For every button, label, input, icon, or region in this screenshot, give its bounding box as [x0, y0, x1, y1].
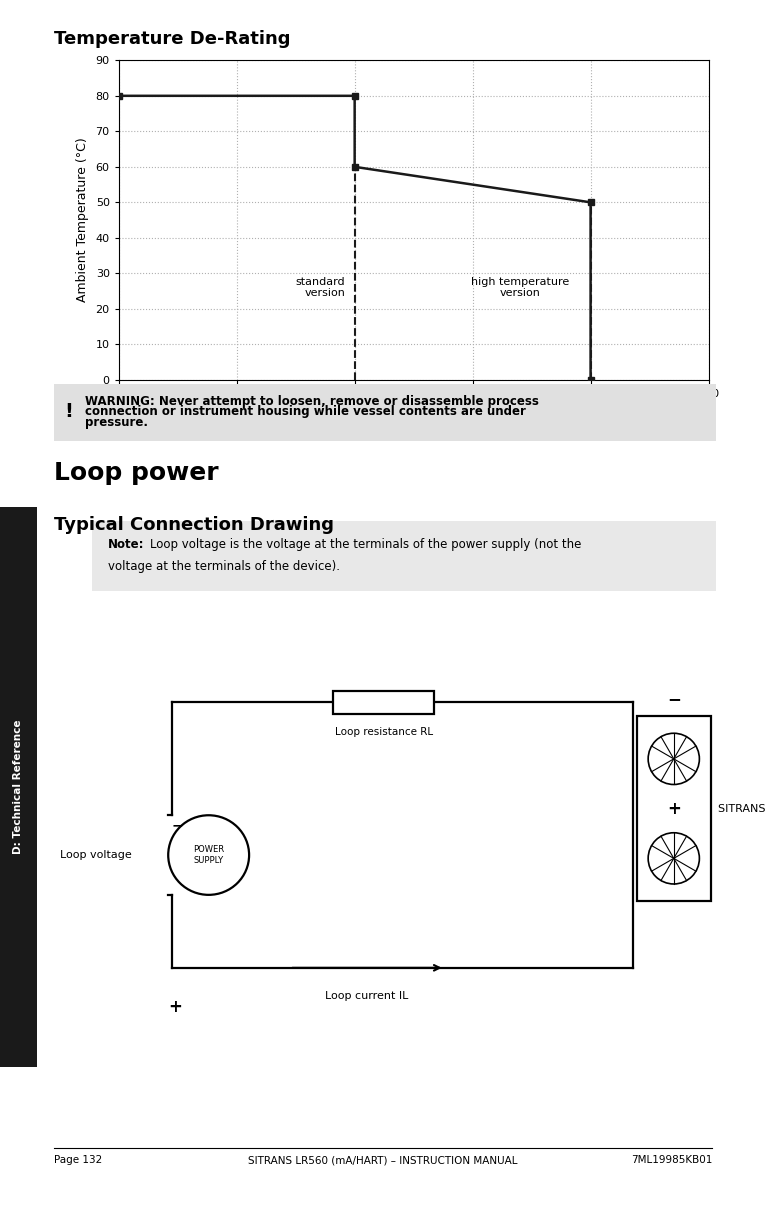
Text: WARNING: Never attempt to loosen, remove or disassemble process: WARNING: Never attempt to loosen, remove…	[86, 396, 539, 408]
Text: voltage at the terminals of the device).: voltage at the terminals of the device).	[107, 561, 339, 573]
Text: +: +	[667, 800, 681, 818]
Text: Note:: Note:	[107, 538, 144, 551]
Text: Typical Connection Drawing: Typical Connection Drawing	[54, 516, 334, 534]
Bar	[333, 691, 434, 714]
Text: Loop voltage is the voltage at the terminals of the power supply (not the: Loop voltage is the voltage at the termi…	[150, 538, 581, 551]
Text: −: −	[667, 690, 681, 708]
Text: +: +	[169, 997, 182, 1015]
Text: −: −	[172, 819, 183, 832]
Ellipse shape	[648, 833, 699, 884]
Text: high temperature
version: high temperature version	[470, 276, 569, 298]
Text: Loop current IL: Loop current IL	[326, 991, 409, 1001]
Text: POWER
SUPPLY: POWER SUPPLY	[193, 845, 224, 865]
Text: Page 132: Page 132	[54, 1155, 102, 1165]
Text: Loop voltage: Loop voltage	[61, 850, 132, 860]
Text: SITRANS LR560 (mA/HART) – INSTRUCTION MANUAL: SITRANS LR560 (mA/HART) – INSTRUCTION MA…	[248, 1155, 518, 1165]
Text: Loop power: Loop power	[54, 461, 218, 485]
Text: Loop resistance RL: Loop resistance RL	[335, 727, 433, 737]
Text: 7ML19985KB01: 7ML19985KB01	[631, 1155, 712, 1165]
Bar	[637, 716, 711, 902]
Text: connection or instrument housing while vessel contents are under: connection or instrument housing while v…	[86, 405, 526, 417]
Text: standard
version: standard version	[296, 276, 345, 298]
Y-axis label: Ambient Temperature (°C): Ambient Temperature (°C)	[76, 137, 89, 303]
Text: D: Technical Reference: D: Technical Reference	[13, 720, 24, 854]
Ellipse shape	[648, 733, 699, 784]
Text: SITRANS LR560: SITRANS LR560	[718, 803, 766, 814]
Text: !: !	[64, 402, 73, 421]
Text: pressure.: pressure.	[86, 416, 149, 428]
Text: Temperature De-Rating: Temperature De-Rating	[54, 30, 290, 48]
X-axis label: Process Temperature (°C): Process Temperature (°C)	[334, 406, 493, 418]
